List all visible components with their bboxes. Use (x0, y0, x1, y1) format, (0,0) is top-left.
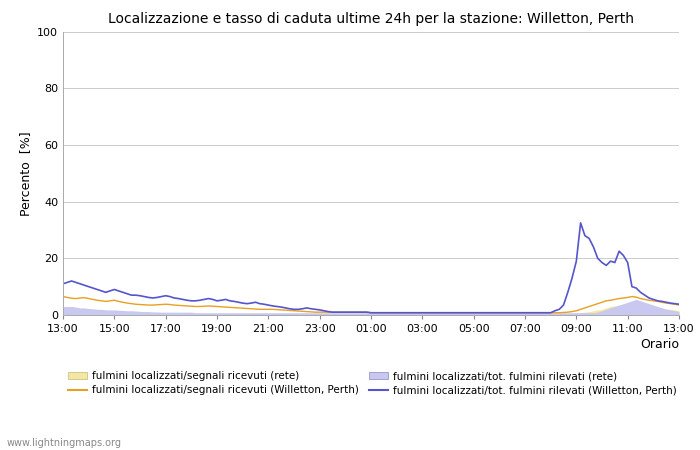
Y-axis label: Percento  [%]: Percento [%] (19, 131, 32, 216)
Text: Orario: Orario (640, 338, 679, 351)
Title: Localizzazione e tasso di caduta ultime 24h per la stazione: Willetton, Perth: Localizzazione e tasso di caduta ultime … (108, 12, 634, 26)
Legend: fulmini localizzati/segnali ricevuti (rete), fulmini localizzati/segnali ricevut: fulmini localizzati/segnali ricevuti (re… (68, 371, 677, 396)
Text: www.lightningmaps.org: www.lightningmaps.org (7, 438, 122, 448)
